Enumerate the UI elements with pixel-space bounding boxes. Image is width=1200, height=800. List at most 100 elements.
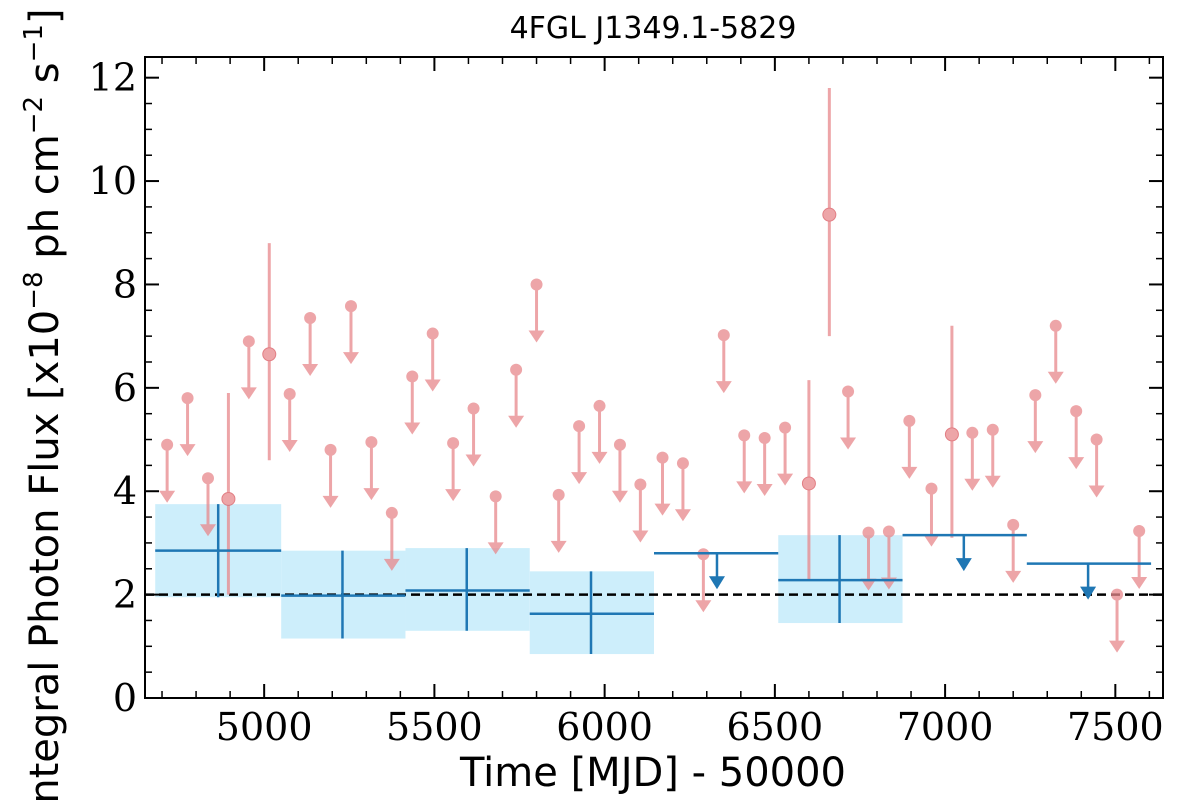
fine-upper-limit <box>342 300 359 365</box>
fine-limit-arrowhead <box>424 379 441 392</box>
fine-marker <box>801 476 816 491</box>
fine-limit-arrowhead <box>777 473 794 486</box>
fine-limit-marker <box>1090 433 1103 446</box>
fine-limit-arrowhead <box>159 490 176 503</box>
fine-upper-limit <box>860 526 877 591</box>
fine-limit-marker <box>634 478 647 491</box>
fine-limit-marker <box>489 490 502 503</box>
fine-upper-limit <box>1027 389 1044 454</box>
fine-limit-marker <box>161 438 174 451</box>
fine-limit-marker <box>385 506 398 519</box>
fine-limit-marker <box>717 329 730 342</box>
x-axis-title: Time [MJD] - 50000 <box>459 750 846 796</box>
x-tick-label: 5000 <box>216 705 313 749</box>
fine-detection-point <box>944 325 959 538</box>
fine-limit-marker <box>304 312 317 325</box>
fine-upper-limit <box>528 278 545 343</box>
fine-limit-marker <box>593 399 606 412</box>
chart-title: 4FGL J1349.1-5829 <box>510 11 797 46</box>
x-tick-label: 7000 <box>897 705 994 749</box>
coarse-detection-point <box>529 571 654 655</box>
fine-limit-marker <box>426 327 439 340</box>
fine-upper-limit <box>1047 319 1064 384</box>
x-tick-label: 6500 <box>727 705 824 749</box>
fine-limit-arrowhead <box>465 454 482 467</box>
fine-limit-marker <box>656 451 669 464</box>
y-tick-label: 2 <box>113 573 137 617</box>
y-tick-label: 8 <box>113 262 137 306</box>
fine-upper-limit <box>363 436 380 501</box>
fine-detection-point <box>262 243 277 461</box>
coarse-bin-series <box>155 504 1152 655</box>
fine-limit-arrowhead <box>695 600 712 613</box>
fine-limit-arrowhead <box>1088 485 1105 498</box>
fine-upper-limit <box>550 488 567 553</box>
fine-upper-limit <box>424 327 441 392</box>
y-tick-label: 10 <box>89 159 137 203</box>
y-tick-label: 6 <box>113 366 137 410</box>
fine-limit-marker <box>344 300 357 313</box>
fine-limit-arrowhead <box>445 489 462 502</box>
fine-limit-arrowhead <box>281 440 298 453</box>
fine-upper-limit <box>179 392 196 457</box>
coarse-limit-arrowhead <box>708 576 725 590</box>
fine-limit-arrowhead <box>611 490 628 503</box>
fine-marker <box>822 207 837 222</box>
fine-limit-marker <box>986 423 999 436</box>
fine-upper-limit <box>383 506 400 571</box>
fine-upper-limit <box>901 414 918 479</box>
y-tick-label: 12 <box>89 56 137 100</box>
fine-marker <box>944 427 959 442</box>
fine-upper-limit <box>591 399 608 464</box>
y-axis-title-exp2: −2 <box>19 96 49 134</box>
fine-limit-arrowhead <box>964 478 981 491</box>
fine-limit-marker <box>966 426 979 439</box>
fine-upper-limit <box>1088 433 1105 498</box>
coarse-limit-arrowhead <box>1080 586 1097 600</box>
fine-upper-limit <box>674 457 691 522</box>
fine-limit-arrowhead <box>571 472 588 485</box>
fine-limit-marker <box>201 472 214 485</box>
coarse-detection-point <box>405 548 530 631</box>
fine-upper-limit <box>1005 518 1022 583</box>
fine-limit-arrowhead <box>383 558 400 571</box>
fine-upper-limit <box>159 438 176 503</box>
fine-upper-limit <box>984 423 1001 488</box>
fine-limit-marker <box>613 438 626 451</box>
axis-ticks: 5000 5500 6000 6500 7000 7500 0 2 4 6 8 10 12 <box>89 56 1164 749</box>
coarse-upper-limit <box>902 533 1027 572</box>
y-axis-title-mid: ph cm <box>22 134 68 271</box>
coarse-detection-point <box>281 550 406 639</box>
plot-border <box>144 56 1164 699</box>
fine-limit-marker <box>1029 389 1042 402</box>
fine-limit-marker <box>738 429 751 442</box>
fine-limit-arrowhead <box>736 481 753 494</box>
fine-marker <box>262 347 277 362</box>
fine-limit-marker <box>1111 588 1124 601</box>
fine-limit-marker <box>676 457 689 470</box>
y-tick-label: 0 <box>113 676 137 720</box>
fine-upper-limit <box>756 431 773 496</box>
fine-upper-limit <box>281 388 298 453</box>
coarse-upper-limit <box>654 552 779 590</box>
fine-upper-limit <box>777 421 794 486</box>
fine-limit-marker <box>447 437 460 450</box>
fine-upper-limit <box>964 426 981 491</box>
fine-limit-marker <box>758 431 771 444</box>
fine-limit-marker <box>862 526 875 539</box>
fine-limit-arrowhead <box>487 542 504 555</box>
fine-limit-marker <box>1007 518 1020 531</box>
fine-limit-arrowhead <box>179 444 196 457</box>
fine-limit-arrowhead <box>840 437 857 450</box>
fine-upper-limit <box>240 335 257 400</box>
fine-limit-arrowhead <box>240 387 257 400</box>
x-tick-label: 5500 <box>386 705 483 749</box>
fine-limit-marker <box>925 482 938 495</box>
fine-upper-limit <box>715 329 732 394</box>
fine-limit-arrowhead <box>322 495 339 508</box>
y-axis-title-exp3: −1 <box>19 24 49 62</box>
fine-limit-arrowhead <box>1109 640 1126 653</box>
fine-bin-series <box>159 88 1148 653</box>
fine-detection-point <box>221 393 236 595</box>
